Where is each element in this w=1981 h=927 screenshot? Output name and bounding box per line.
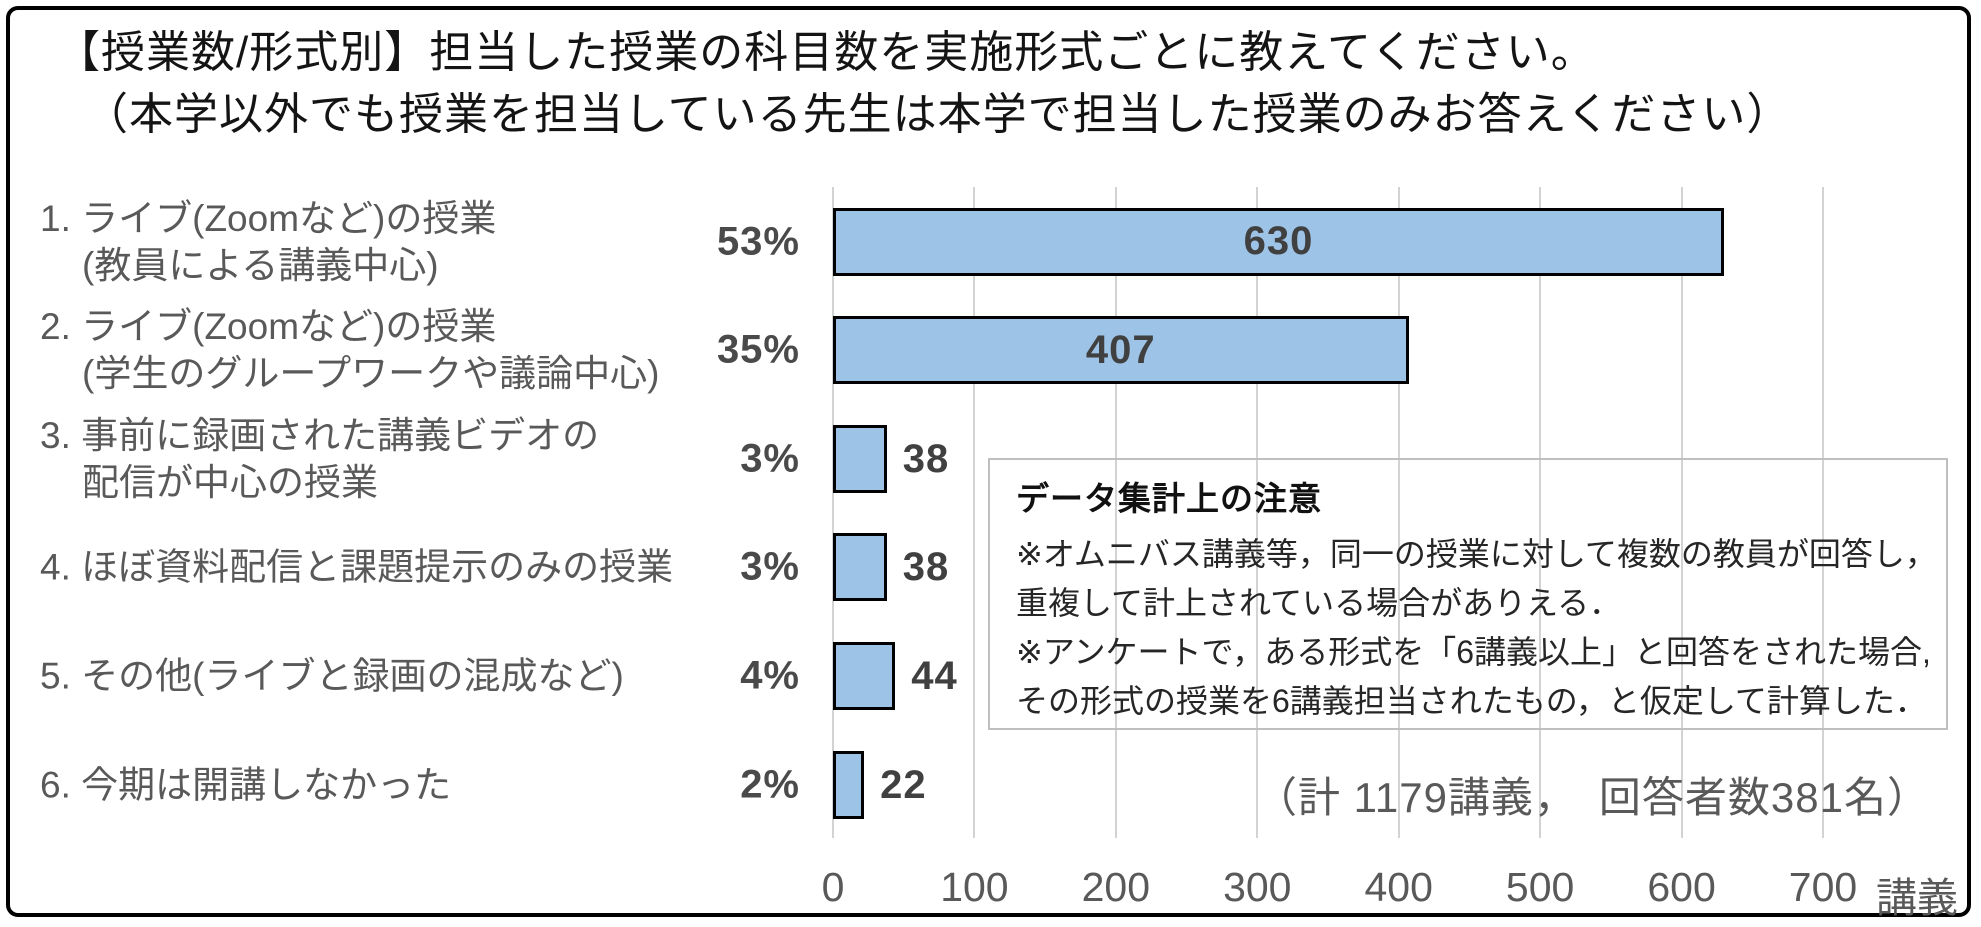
category-label-line: 5. その他(ライブと録画の混成など) — [40, 655, 624, 697]
category-label-line: 4. ほぼ資料配信と課題提示のみの授業 — [40, 546, 674, 588]
category-label-line: 6. 今期は開講しなかった — [40, 764, 452, 805]
category-label: 1. ライブ(Zoomなど)の授業 (教員による講義中心) — [40, 195, 496, 289]
bar: 407 — [833, 316, 1409, 385]
category-label-line: 2. ライブ(Zoomなど)の授業 — [40, 306, 497, 348]
bar-value-label: 44 — [911, 653, 958, 698]
x-tick-label: 300 — [1223, 864, 1292, 910]
category-label: 5. その他(ライブと録画の混成など) — [40, 652, 624, 699]
gridline — [1822, 187, 1824, 838]
note-line: ※アンケートで，ある形式を「6講義以上」と回答をされた場合, — [1016, 634, 1931, 670]
percent-label: 53% — [716, 219, 800, 263]
percent-label-column: 53% 35% 3% 3% 4% 2% — [540, 187, 800, 838]
bar — [833, 750, 865, 819]
gridline — [1114, 187, 1117, 838]
bar — [833, 533, 887, 602]
category-label: 4. ほぼ資料配信と課題提示のみの授業 — [40, 544, 673, 591]
chart-title-line-2: （本学以外でも授業を担当している先生は本学で担当した授業のみお答えください） — [84, 90, 1792, 139]
gridline — [973, 187, 976, 838]
gridline — [1256, 187, 1259, 838]
plot-area: 630 407 38 38 44 22 — [832, 187, 1824, 838]
percent-label: 3% — [740, 436, 800, 481]
bar-value-label: 38 — [902, 545, 950, 590]
x-tick-label: 200 — [1081, 864, 1151, 910]
category-label-line: (学生のグループワークや議論中心) — [82, 353, 660, 395]
x-tick-label: 600 — [1647, 864, 1716, 910]
bar-value-label: 407 — [1085, 327, 1156, 372]
note-box: データ集計上の注意 ※オムニバス講義等，同一の授業に対して複数の教員が回答し， 重… — [988, 458, 1948, 730]
chart-title-line-1: 【授業数/形式別】担当した授業の科目数を実施形式ごとに教えてください。 — [56, 28, 1596, 77]
gridline — [1680, 187, 1683, 838]
category-label-column: 1. ライブ(Zoomなど)の授業 (教員による講義中心) 2. ライブ(Zoomな… — [40, 187, 740, 838]
gridline — [832, 187, 834, 838]
bar-value-label: 38 — [902, 436, 950, 481]
percent-label: 4% — [740, 653, 800, 698]
bar: 630 — [833, 207, 1724, 276]
note-line: ※オムニバス講義等，同一の授業に対して複数の教員が回答し， — [1016, 536, 1937, 572]
x-tick-label: 0 — [821, 864, 845, 910]
category-label-line: 3. 事前に録画された講義ビデオの — [40, 414, 600, 456]
x-tick-label: 700 — [1788, 864, 1858, 910]
category-label-line: 1. ライブ(Zoomなど)の授業 — [40, 197, 497, 239]
x-tick-label: 500 — [1505, 864, 1575, 910]
total-label: （計 1179講義， 回答者数381名） — [1254, 774, 1930, 821]
x-tick-label: 400 — [1364, 864, 1433, 910]
x-tick-label: 100 — [940, 864, 1009, 910]
gridline — [1397, 187, 1400, 838]
chart-title: 【授業数/形式別】担当した授業の科目数を実施形式ごとに教えてください。 （本学以… — [56, 22, 1791, 146]
note-line: 重複して計上されている場合がありえる． — [1016, 585, 1622, 621]
bar-value-label: 22 — [880, 762, 927, 807]
percent-label: 2% — [740, 762, 800, 806]
category-label: 6. 今期は開講しなかった — [40, 761, 451, 808]
note-body: ※オムニバス講義等，同一の授業に対して複数の教員が回答し， 重複して計上されている… — [1016, 530, 1937, 726]
category-label-line: (教員による講義中心) — [82, 244, 439, 286]
gridline — [1539, 187, 1542, 838]
bar — [833, 641, 896, 710]
percent-label: 35% — [716, 327, 800, 372]
bar — [833, 424, 887, 493]
category-label: 3. 事前に録画された講義ビデオの配信が中心の授業 — [40, 412, 599, 506]
category-label-line: 配信が中心の授業 — [82, 461, 378, 503]
bar-value-label: 630 — [1243, 219, 1314, 263]
note-heading: データ集計上の注意 — [1016, 480, 1322, 517]
percent-label: 3% — [740, 544, 800, 589]
category-label: 2. ライブ(Zoomなど)の授業 (学生のグループワークや議論中心) — [40, 303, 659, 397]
note-line: その形式の授業を6講義担当されたもの，と仮定して計算した． — [1016, 683, 1927, 719]
x-axis-unit-label: 講義 — [1876, 875, 1958, 921]
